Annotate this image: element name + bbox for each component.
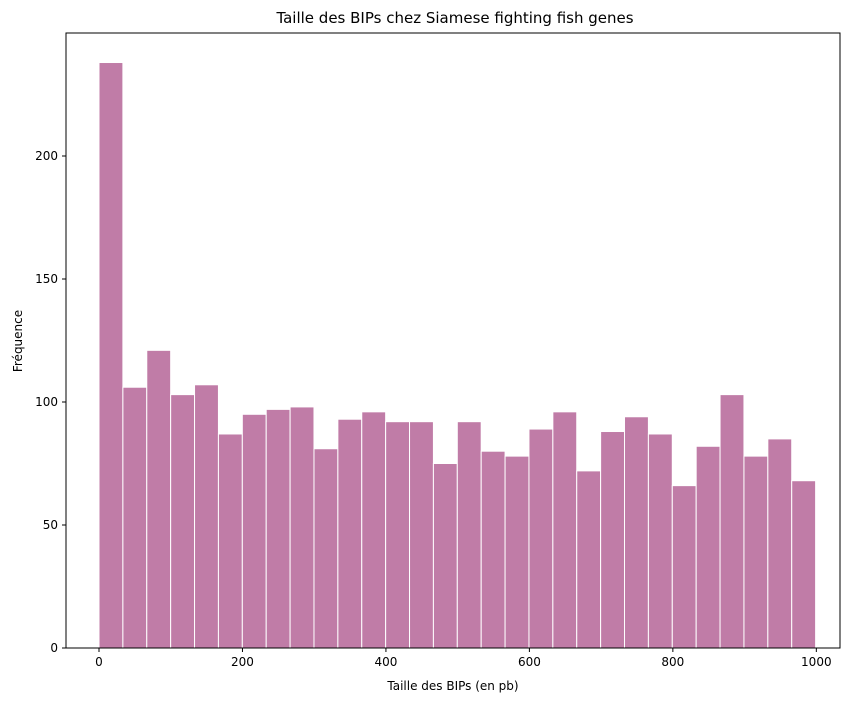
histogram-bar bbox=[504, 455, 530, 649]
x-axis: 0 200 400 600 800 1000 bbox=[95, 648, 832, 669]
x-tick-label: 800 bbox=[661, 655, 684, 669]
histogram-bar bbox=[552, 411, 578, 649]
histogram-bar bbox=[122, 386, 148, 649]
x-tick-label: 0 bbox=[95, 655, 103, 669]
y-tick-label: 150 bbox=[35, 272, 58, 286]
histogram-bar bbox=[194, 384, 219, 649]
histogram-bar bbox=[337, 418, 363, 649]
histogram-bar bbox=[719, 394, 745, 649]
histogram-bar bbox=[432, 463, 458, 649]
plot-frame bbox=[65, 32, 841, 649]
histogram-bar bbox=[695, 445, 721, 649]
histogram-bar bbox=[791, 480, 817, 649]
histogram-bar bbox=[456, 421, 482, 649]
histogram-bar bbox=[576, 470, 602, 649]
y-tick-label: 200 bbox=[35, 149, 58, 163]
histogram-bar bbox=[528, 428, 554, 649]
histogram-bar bbox=[146, 349, 172, 649]
histogram-bar bbox=[385, 421, 411, 649]
histogram-bar bbox=[767, 438, 793, 649]
histogram-bar bbox=[409, 421, 434, 649]
y-axis: 0 50 100 150 200 bbox=[35, 149, 66, 655]
x-axis-label: Taille des BIPs (en pb) bbox=[386, 679, 518, 693]
x-tick-label: 400 bbox=[374, 655, 397, 669]
histogram-bar bbox=[241, 413, 267, 649]
x-tick-label: 1000 bbox=[801, 655, 832, 669]
histogram-bar bbox=[265, 408, 291, 649]
histogram-bar bbox=[170, 394, 196, 649]
y-axis-label: Fréquence bbox=[11, 310, 25, 372]
y-tick-label: 100 bbox=[35, 395, 58, 409]
histogram-bar bbox=[361, 411, 387, 649]
y-tick-label: 50 bbox=[43, 518, 58, 532]
histogram-bar bbox=[600, 431, 626, 649]
x-tick-label: 200 bbox=[231, 655, 254, 669]
histogram-bar bbox=[480, 450, 506, 649]
chart-title: Taille des BIPs chez Siamese fighting fi… bbox=[275, 9, 633, 27]
histogram-bar bbox=[217, 433, 243, 649]
x-tick-label: 600 bbox=[518, 655, 541, 669]
histogram-bar bbox=[624, 416, 649, 649]
histogram-bar bbox=[743, 455, 769, 649]
histogram-bar bbox=[313, 448, 339, 649]
histogram-bar bbox=[98, 62, 124, 649]
histogram-bar bbox=[671, 485, 697, 649]
histogram-bar bbox=[647, 433, 673, 649]
bars-group bbox=[98, 62, 817, 649]
y-tick-label: 0 bbox=[50, 641, 58, 655]
histogram-bar bbox=[289, 406, 315, 649]
